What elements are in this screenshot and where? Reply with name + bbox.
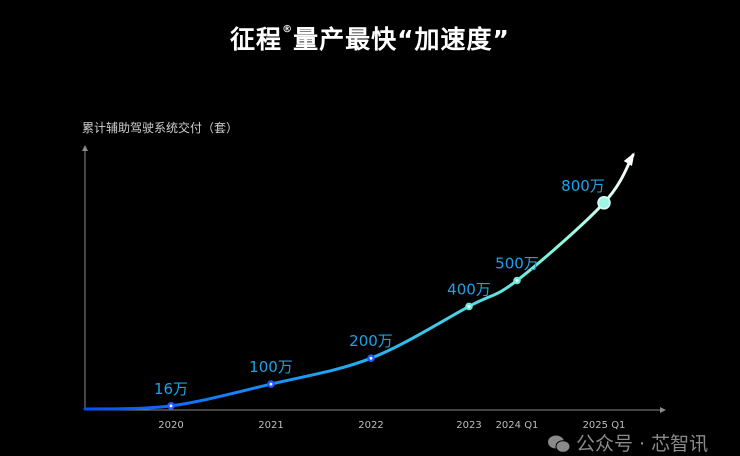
data-point-center xyxy=(515,279,519,282)
x-tick-label: 2025 Q1 xyxy=(583,420,626,431)
data-point xyxy=(597,196,611,210)
data-label: 400万 xyxy=(447,280,491,298)
watermark-text: 公众号 · 芯智讯 xyxy=(576,433,709,455)
data-label: 200万 xyxy=(349,332,393,350)
x-tick-label: 2021 xyxy=(258,420,283,431)
x-tick-label: 2022 xyxy=(358,420,383,431)
data-point-center xyxy=(467,305,471,308)
page-title: 征程®量产最快“加速度” xyxy=(230,24,510,54)
data-point-center xyxy=(269,382,273,386)
data-point-center xyxy=(169,404,173,408)
data-label: 16万 xyxy=(154,380,188,398)
series-line xyxy=(83,153,635,411)
data-label: 500万 xyxy=(495,255,539,273)
data-label: 100万 xyxy=(249,358,293,376)
x-tick-label: 2024 Q1 xyxy=(496,420,539,431)
watermark: 公众号 · 芯智讯 xyxy=(548,433,708,455)
x-tick-label: 2023 xyxy=(456,420,481,431)
data-point-center xyxy=(369,356,373,360)
y-axis-arrow xyxy=(82,145,88,151)
data-label: 800万 xyxy=(561,177,605,195)
x-axis-arrow xyxy=(660,407,666,413)
trend-arrow-head xyxy=(623,152,635,166)
y-axis-label: 累计辅助驾驶系统交付（套） xyxy=(82,121,239,135)
x-tick-label: 2020 xyxy=(158,420,183,431)
wechat-icon xyxy=(548,435,570,453)
